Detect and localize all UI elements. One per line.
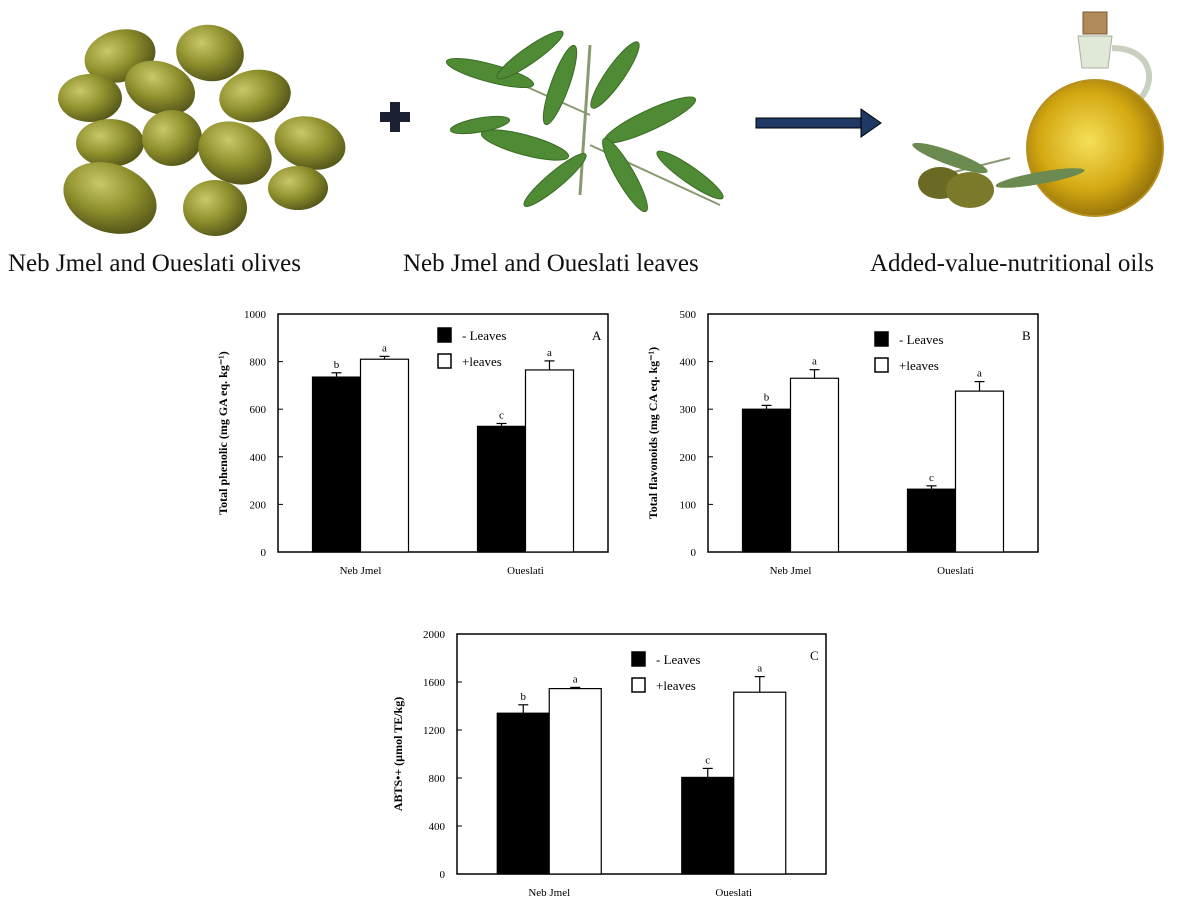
y-tick-label: 500	[680, 309, 697, 321]
y-tick-label: 400	[250, 452, 267, 464]
y-axis-label: Total flavonoids (mg CA eq. kg⁻¹)	[646, 347, 660, 519]
bar	[476, 425, 527, 553]
y-tick-label: 2000	[423, 629, 446, 641]
significance-letter: a	[382, 342, 387, 354]
leaves-caption: Neb Jmel and Oueslati leaves	[403, 250, 699, 277]
x-category-label: Oueslati	[507, 565, 544, 577]
y-axis-label: Total phenolic (mg GA eq. kg⁻¹)	[216, 351, 230, 515]
legend-swatch	[437, 353, 452, 369]
bar	[789, 377, 840, 553]
legend-label: +leaves	[656, 678, 696, 693]
bar	[906, 488, 957, 553]
panel-letter: A	[592, 328, 602, 343]
x-category-label: Neb Jmel	[340, 565, 382, 577]
significance-letter: b	[334, 359, 340, 371]
bar	[741, 408, 792, 553]
y-tick-label: 400	[680, 357, 697, 369]
olives-caption: Neb Jmel and Oueslati olives	[8, 250, 301, 277]
legend-label: - Leaves	[899, 332, 943, 347]
bar	[359, 358, 410, 553]
y-tick-label: 400	[429, 821, 446, 833]
x-category-label: Neb Jmel	[528, 887, 570, 899]
legend-swatch	[874, 357, 889, 373]
significance-letter: a	[977, 368, 982, 380]
legend-swatch	[631, 677, 646, 693]
y-tick-label: 0	[261, 547, 267, 559]
oil-bottle-illustration	[912, 11, 1164, 217]
legend-label: - Leaves	[656, 652, 700, 667]
y-tick-label: 1000	[244, 309, 267, 321]
y-tick-label: 800	[250, 357, 267, 369]
panel-letter: C	[810, 648, 819, 663]
bar	[548, 687, 602, 875]
significance-letter: a	[573, 673, 578, 685]
y-tick-label: 1200	[423, 725, 446, 737]
legend-label: +leaves	[899, 358, 939, 373]
bar	[311, 376, 362, 553]
y-tick-label: 100	[680, 499, 697, 511]
bar	[524, 369, 575, 553]
significance-letter: b	[764, 391, 770, 403]
legend-swatch	[874, 331, 889, 347]
oils-caption: Added-value-nutritional oils	[870, 250, 1154, 277]
bar	[954, 390, 1005, 553]
y-tick-label: 0	[691, 547, 697, 559]
panel-letter: B	[1022, 328, 1031, 343]
chart-c-abts: 0 400 800 1200 1600 2000 ABTS•+ (µmol TE/kg) b a…	[391, 629, 827, 899]
leaves-illustration	[445, 30, 724, 213]
legend-label: +leaves	[462, 354, 502, 369]
bar	[681, 776, 735, 875]
significance-letter: c	[705, 754, 710, 766]
y-tick-label: 300	[680, 404, 697, 416]
significance-letter: a	[757, 663, 762, 675]
y-tick-label: 600	[250, 404, 267, 416]
y-tick-label: 800	[429, 773, 446, 785]
olives-illustration	[58, 24, 346, 236]
significance-letter: a	[812, 356, 817, 368]
significance-letter: b	[521, 691, 527, 703]
y-tick-label: 200	[250, 499, 267, 511]
x-category-label: Neb Jmel	[770, 565, 812, 577]
y-tick-label: 0	[440, 869, 446, 881]
y-tick-label: 200	[680, 452, 697, 464]
chart-b-total-flavonoids: 0 100 200 300 400 500 Total flavonoids (mg CA …	[646, 309, 1039, 577]
significance-letter: a	[547, 347, 552, 359]
legend-swatch	[631, 651, 646, 667]
bar	[733, 691, 787, 875]
right-arrow-icon	[755, 108, 882, 138]
plot-frame	[277, 313, 609, 553]
chart-a-total-phenolic: 0 200 400 600 800 1000 Total phenolic (mg GA e…	[216, 309, 609, 577]
bar	[496, 712, 550, 875]
significance-letter: c	[929, 472, 934, 484]
plot-frame	[456, 633, 827, 875]
x-category-label: Oueslati	[715, 887, 752, 899]
x-category-label: Oueslati	[937, 565, 974, 577]
significance-letter: c	[499, 409, 504, 421]
y-tick-label: 1600	[423, 677, 446, 689]
legend-swatch	[437, 327, 452, 343]
plot-frame	[707, 313, 1039, 553]
legend-label: - Leaves	[462, 328, 506, 343]
y-axis-label: ABTS•+ (µmol TE/kg)	[391, 697, 405, 811]
plus-icon	[380, 102, 410, 132]
